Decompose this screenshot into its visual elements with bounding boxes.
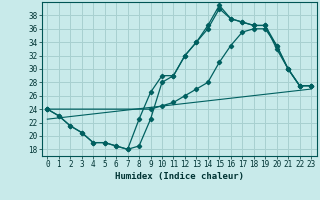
X-axis label: Humidex (Indice chaleur): Humidex (Indice chaleur) [115,172,244,181]
